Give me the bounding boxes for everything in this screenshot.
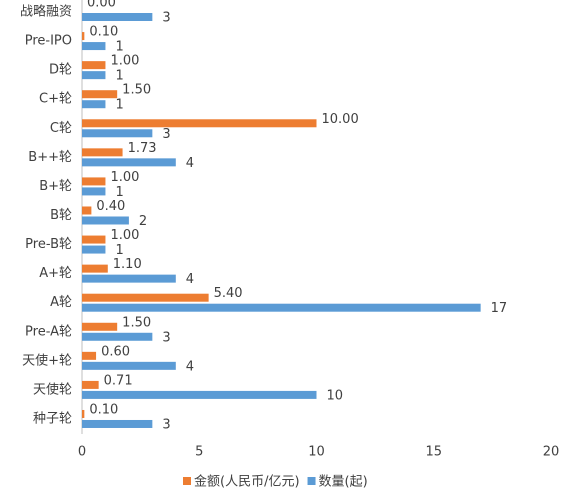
legend-swatch: [183, 477, 191, 485]
y-tick-label: Pre-A轮: [25, 324, 72, 339]
bar: [82, 187, 106, 196]
value-label: 2: [139, 214, 147, 229]
bar: [82, 71, 106, 80]
bar: [82, 90, 118, 99]
value-label: 3: [162, 417, 170, 432]
y-tick-label: B++轮: [28, 150, 72, 165]
value-label: 1: [115, 40, 123, 55]
value-label: 1: [115, 243, 123, 258]
value-label: 1.00: [110, 170, 139, 185]
bar: [82, 206, 92, 215]
value-label: 1.10: [113, 257, 142, 272]
bar: [82, 100, 106, 109]
value-label: 1: [115, 69, 123, 84]
x-tick-label: 5: [195, 445, 203, 460]
y-tick-label: B+轮: [39, 179, 72, 194]
bar: [82, 390, 317, 399]
bar: [82, 293, 209, 302]
bar: [82, 380, 99, 389]
bar: [82, 419, 153, 428]
bar: [82, 42, 106, 51]
value-label: 1.73: [128, 141, 157, 156]
bar: [82, 216, 129, 225]
legend-swatch: [307, 477, 316, 485]
x-tick-label: 0: [78, 445, 86, 460]
y-tick-label: 种子轮: [33, 411, 72, 426]
bar: [82, 361, 176, 370]
bar: [82, 351, 97, 360]
y-tick-label: B轮: [50, 208, 72, 223]
value-label: 1: [115, 98, 123, 113]
bar: [82, 303, 481, 312]
value-label: 1: [115, 185, 123, 200]
value-label: 3: [162, 127, 170, 142]
bar: [82, 129, 153, 138]
bar: [82, 158, 176, 167]
y-tick-label: D轮: [49, 63, 72, 78]
bar: [82, 119, 317, 128]
y-tick-label: 天使轮: [33, 381, 72, 397]
legend-label: 数量(起): [319, 475, 368, 490]
y-tick-label: A+轮: [39, 266, 72, 281]
bar: [82, 235, 106, 244]
bar: [82, 274, 176, 283]
value-label: 3: [162, 330, 170, 345]
legend-label: 金额(人民币/亿元): [194, 474, 300, 490]
bar: [82, 332, 153, 341]
bar: [82, 148, 123, 157]
y-tick-label: 战略融资: [20, 4, 72, 20]
value-label: 0.40: [96, 199, 125, 214]
value-label: 3: [162, 11, 170, 26]
y-tick-label: C+轮: [39, 92, 72, 107]
bar: [82, 177, 106, 186]
bar: [82, 322, 118, 331]
x-tick-label: 20: [543, 445, 560, 460]
value-label: 1.50: [122, 83, 151, 98]
bar: [82, 32, 85, 41]
value-label: 10.00: [322, 112, 359, 127]
bar: [82, 245, 106, 254]
value-label: 0.71: [104, 373, 133, 388]
x-tick-label: 15: [425, 445, 442, 460]
bar: [82, 264, 108, 273]
y-tick-label: A轮: [50, 295, 72, 310]
value-label: 10: [327, 388, 344, 403]
y-tick-label: Pre-IPO: [25, 34, 72, 49]
bar: [82, 409, 85, 418]
bar: [82, 13, 153, 21]
value-label: 1.50: [122, 315, 151, 330]
y-tick-label: Pre-B轮: [25, 237, 72, 252]
value-label: 0.00: [87, 0, 116, 11]
value-label: 0.10: [89, 25, 118, 40]
x-tick-label: 10: [308, 445, 325, 460]
value-label: 1.00: [110, 54, 139, 69]
value-label: 4: [186, 359, 194, 374]
value-label: 0.10: [89, 402, 118, 417]
value-label: 1.00: [110, 228, 139, 243]
value-label: 17: [491, 301, 508, 316]
value-label: 5.40: [214, 286, 243, 301]
value-label: 4: [186, 156, 194, 171]
value-label: 4: [186, 272, 194, 287]
bar: [82, 61, 106, 70]
y-tick-label: C轮: [50, 121, 72, 136]
y-tick-label: 天使+轮: [22, 352, 72, 368]
value-label: 0.60: [101, 344, 130, 359]
